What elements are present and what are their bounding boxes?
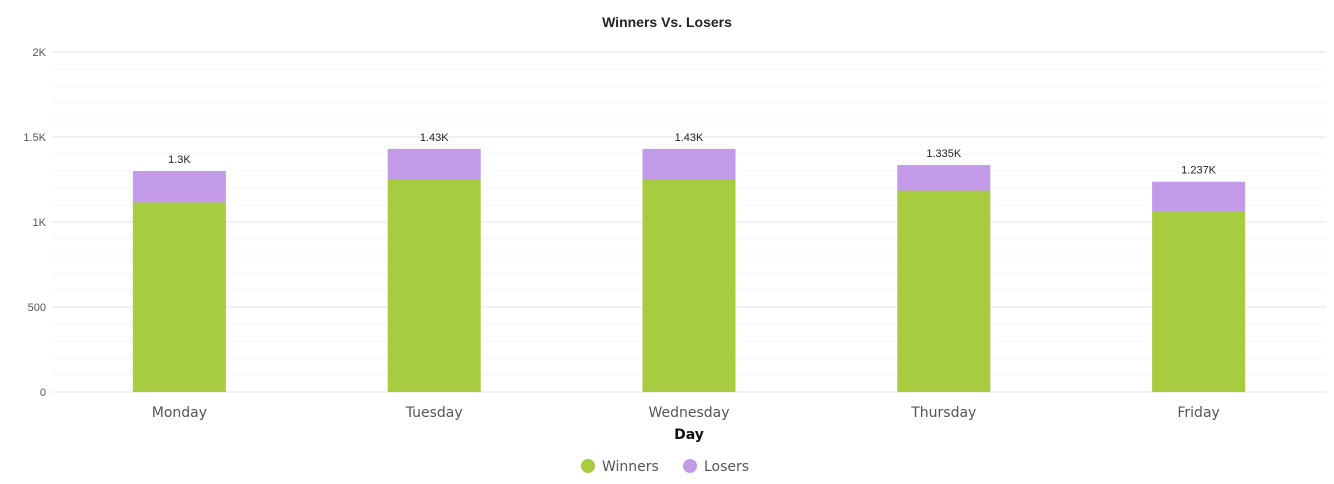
x-axis-ticks: Monday Tuesday Wednesday Thursday Friday — [152, 405, 1220, 421]
y-tick-label: 1K — [33, 217, 47, 229]
bar-losers — [387, 148, 481, 180]
bar-total-label: 1.237K — [1181, 165, 1217, 177]
bar-losers — [1152, 181, 1246, 211]
legend-label-losers: Losers — [704, 459, 749, 475]
bar-winners — [642, 179, 736, 392]
y-tick-label: 2K — [33, 47, 47, 59]
bar-winners — [1152, 210, 1246, 392]
bars — [132, 148, 1246, 392]
y-tick-label: 500 — [28, 302, 46, 314]
bar-total-label: 1.43K — [675, 132, 704, 144]
bar-total-label: 1.335K — [926, 148, 962, 160]
x-tick-label: Friday — [1177, 405, 1219, 421]
legend-label-winners: Winners — [602, 459, 659, 475]
bar-total-label: 1.3K — [168, 154, 191, 166]
bar-losers — [897, 165, 991, 191]
legend-marker-winners — [581, 459, 595, 473]
x-tick-label: Thursday — [910, 405, 976, 421]
chart-title: Winners Vs. Losers — [602, 14, 732, 30]
y-tick-label: 0 — [40, 387, 46, 399]
x-tick-label: Wednesday — [648, 405, 729, 421]
legend: Winners Losers — [581, 459, 749, 475]
bar-winners — [132, 202, 226, 392]
x-tick-label: Monday — [152, 405, 207, 421]
bar-winners — [897, 190, 991, 392]
x-axis-title: Day — [674, 427, 704, 443]
bar-losers — [642, 148, 736, 180]
bar-losers — [132, 171, 226, 203]
bar-total-label: 1.43K — [420, 132, 449, 144]
x-tick-label: Tuesday — [405, 405, 463, 421]
legend-marker-losers — [683, 459, 697, 473]
bar-total-labels: 1.3K 1.43K 1.43K 1.335K 1.237K — [168, 132, 1217, 177]
bar-winners — [387, 179, 481, 392]
y-axis-ticks: 0 500 1K 1.5K 2K — [23, 47, 46, 399]
y-tick-label: 1.5K — [23, 132, 46, 144]
